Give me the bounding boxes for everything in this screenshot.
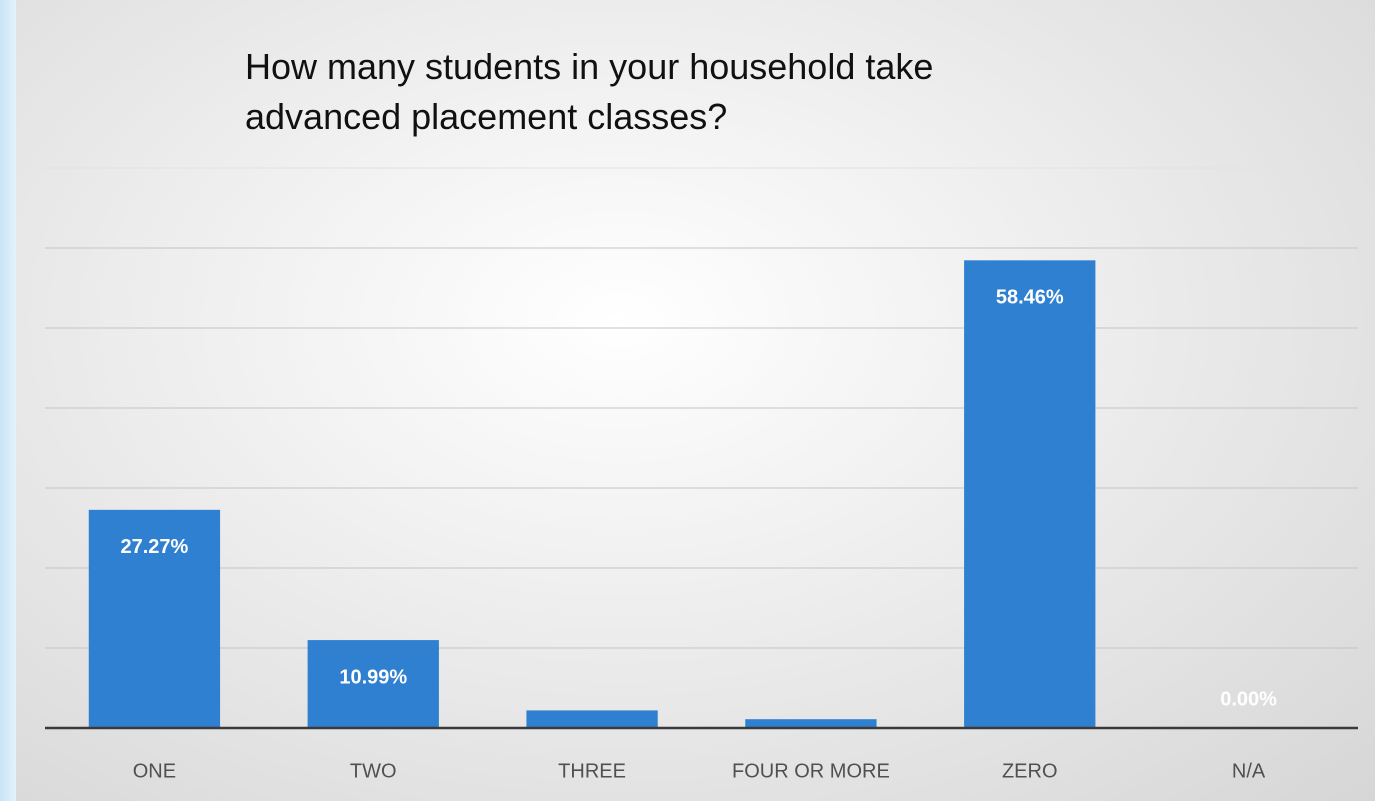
x-tick-label: TWO (350, 760, 397, 782)
x-tick-label: N/A (1232, 760, 1266, 782)
data-label: 27.27% (120, 536, 188, 558)
x-tick-label: ONE (133, 760, 176, 782)
x-tick-label: THREE (558, 760, 626, 782)
side-strip (0, 0, 16, 801)
bar (964, 260, 1096, 728)
data-label: 10.99% (339, 666, 407, 688)
data-label: 0.00% (1220, 688, 1277, 710)
bar (307, 640, 439, 728)
data-label: 58.46% (996, 287, 1064, 309)
x-tick-label: ZERO (1002, 760, 1058, 782)
x-tick-label: FOUR OR MORE (732, 760, 890, 782)
bar (745, 719, 877, 728)
bar (526, 710, 658, 728)
bar (88, 509, 221, 728)
chart-title: How many students in your household take… (245, 46, 934, 137)
